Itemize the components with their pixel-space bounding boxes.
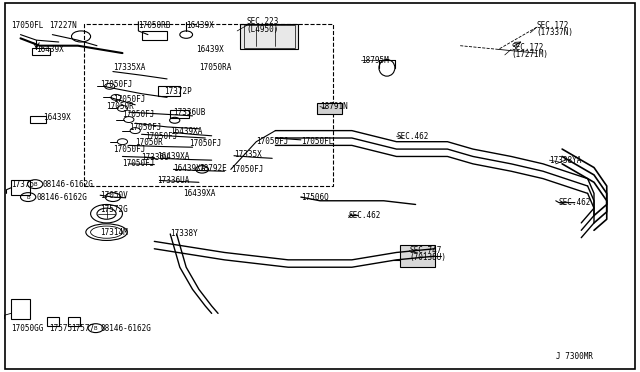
Text: SEC.172: SEC.172 [537,21,569,30]
Text: 16439X: 16439X [43,113,70,122]
Text: 17572G: 17572G [100,205,128,215]
Bar [68,317,80,326]
Text: 17050FJ: 17050FJ [100,80,132,89]
Text: 17314M: 17314M [100,228,128,237]
Bar [32,48,50,55]
Bar [399,245,435,267]
Text: J 7300MR: J 7300MR [556,352,593,361]
Text: B: B [26,195,30,199]
Text: 17375: 17375 [11,180,34,189]
Text: 16439XA: 16439XA [183,189,216,198]
Text: (70138U): (70138U) [409,253,446,263]
Text: 17050FJ: 17050FJ [189,139,221,148]
Text: 16439X: 16439X [186,21,214,30]
Text: 17050FJ: 17050FJ [122,109,155,119]
Text: 17050FJ: 17050FJ [145,132,177,141]
Text: 17335X: 17335X [234,150,262,159]
Text: 18792E: 18792E [199,164,227,173]
Text: 17335XA: 17335XA [113,63,145,72]
Text: 17050FJ: 17050FJ [256,137,289,146]
Text: SEC.462: SEC.462 [349,211,381,220]
Text: 16439X: 16439X [36,45,64,54]
Text: 18791N: 18791N [320,102,348,111]
Text: 16439XA: 16439XA [170,127,203,136]
Text: 17050RB: 17050RB [138,21,171,30]
Text: (17337N): (17337N) [537,28,573,37]
Bar [11,180,30,195]
Text: 16439XA: 16439XA [157,152,190,161]
Text: 17050FJ: 17050FJ [113,145,145,154]
Text: 17050R: 17050R [135,138,163,147]
Bar [241,23,298,49]
Text: B: B [33,182,37,187]
Text: 17050FJ: 17050FJ [122,158,155,168]
Text: 17227N: 17227N [49,21,77,30]
Text: 16439X: 16439X [196,45,223,54]
Bar [11,299,30,319]
Text: 08146-6162G: 08146-6162G [43,180,93,189]
Bar [317,103,342,114]
Text: SEC.462: SEC.462 [396,132,429,141]
Text: 08146-6162G: 08146-6162G [100,324,151,333]
Text: 17336UB: 17336UB [173,108,206,117]
Text: SEC.462: SEC.462 [559,198,591,207]
Bar [244,25,294,48]
Text: 17338YA: 17338YA [549,155,582,165]
Text: 17575: 17575 [49,324,72,333]
Text: 17050RA: 17050RA [199,63,231,72]
Bar [141,31,167,40]
Bar [47,317,59,326]
Bar [30,116,46,123]
Text: 17050FJ: 17050FJ [129,123,161,132]
Text: 17336U: 17336U [141,153,170,162]
Text: 17050R: 17050R [106,102,134,111]
Text: 18795M: 18795M [362,56,389,65]
Text: 17050GG: 17050GG [11,324,44,333]
Text: 17372P: 17372P [164,87,191,96]
Text: 17506Q: 17506Q [301,193,328,202]
Text: 17336UA: 17336UA [157,176,190,185]
Bar [157,86,180,96]
Text: (L4950): (L4950) [246,25,279,33]
Bar [84,23,333,186]
Text: B: B [94,326,97,331]
Text: SEC.747: SEC.747 [409,246,442,255]
Text: 17050V: 17050V [100,191,128,200]
Text: 17050FJ: 17050FJ [231,165,263,174]
Text: (1727IM): (1727IM) [511,51,548,60]
Text: 17050FJ: 17050FJ [113,95,145,104]
Text: SEC.223: SEC.223 [246,17,279,26]
Text: 08146-6162G: 08146-6162G [36,193,87,202]
Text: 16439XA: 16439XA [173,164,206,173]
Text: 17577: 17577 [72,324,95,333]
Text: 17338Y: 17338Y [170,230,198,238]
Text: 17050FL: 17050FL [301,137,333,146]
Bar [170,110,189,118]
Text: SEC.172: SEC.172 [511,43,543,52]
Text: 17050FL: 17050FL [11,21,44,30]
